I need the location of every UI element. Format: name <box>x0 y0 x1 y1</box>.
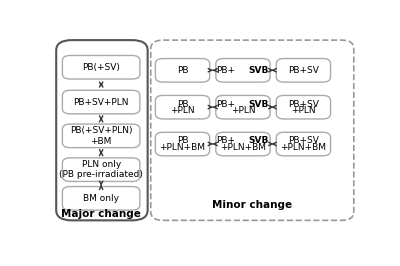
Text: +PLN+BM: +PLN+BM <box>280 143 326 152</box>
FancyBboxPatch shape <box>276 132 330 156</box>
Text: Major change: Major change <box>61 209 141 219</box>
Text: PB+: PB+ <box>216 100 235 109</box>
Text: PB+SV: PB+SV <box>288 136 319 146</box>
FancyBboxPatch shape <box>155 59 210 82</box>
FancyBboxPatch shape <box>62 124 140 148</box>
FancyBboxPatch shape <box>62 56 140 79</box>
FancyBboxPatch shape <box>216 132 270 156</box>
Text: +PLN+BM: +PLN+BM <box>160 143 206 152</box>
FancyBboxPatch shape <box>276 59 330 82</box>
Text: PB+: PB+ <box>216 136 235 146</box>
FancyBboxPatch shape <box>56 40 148 220</box>
Text: +PLN: +PLN <box>291 106 316 115</box>
Text: +PLN: +PLN <box>231 106 255 115</box>
Text: PB: PB <box>177 66 188 75</box>
Text: SVB: SVB <box>248 100 269 109</box>
Text: PB+SV+PLN: PB+SV+PLN <box>74 98 129 107</box>
FancyBboxPatch shape <box>276 95 330 119</box>
Text: PB: PB <box>177 136 188 146</box>
Text: BM only: BM only <box>83 194 119 203</box>
Text: SVB: SVB <box>248 136 269 146</box>
Text: PB(+SV): PB(+SV) <box>82 63 120 72</box>
Text: +PLN: +PLN <box>170 106 195 115</box>
Text: Minor change: Minor change <box>212 200 292 210</box>
FancyBboxPatch shape <box>155 132 210 156</box>
Text: PB+SV: PB+SV <box>288 66 319 75</box>
FancyBboxPatch shape <box>151 40 354 220</box>
Text: PB+: PB+ <box>216 66 235 75</box>
Text: PB+SV: PB+SV <box>288 100 319 109</box>
FancyBboxPatch shape <box>62 158 140 181</box>
FancyBboxPatch shape <box>155 95 210 119</box>
FancyBboxPatch shape <box>62 90 140 114</box>
FancyBboxPatch shape <box>216 95 270 119</box>
FancyBboxPatch shape <box>62 186 140 210</box>
Text: PLN only
(PB pre-irradiated): PLN only (PB pre-irradiated) <box>59 160 143 179</box>
FancyBboxPatch shape <box>216 59 270 82</box>
Text: +PLN+BM: +PLN+BM <box>220 143 266 152</box>
Text: PB(+SV+PLN)
+BM: PB(+SV+PLN) +BM <box>70 126 132 146</box>
Text: SVB: SVB <box>248 66 269 75</box>
Text: PB: PB <box>177 100 188 109</box>
